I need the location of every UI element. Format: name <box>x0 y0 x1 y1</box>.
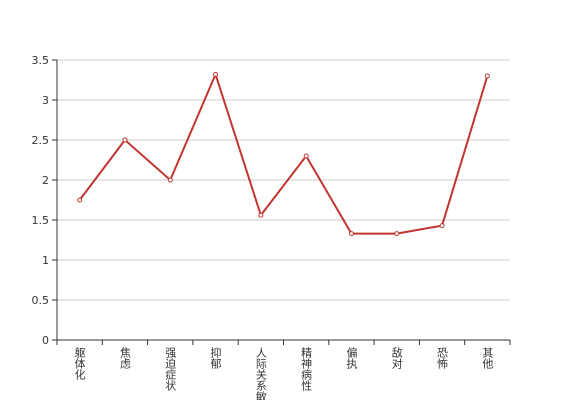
x-tick-label: 焦虑 <box>118 347 131 369</box>
x-tick-label: 抑郁 <box>209 346 222 369</box>
x-tick-label: 强迫症状 <box>164 347 177 391</box>
point <box>439 223 445 229</box>
y-tick-label: 3 <box>42 94 49 107</box>
point <box>348 231 354 237</box>
x-tick-label: 恐怖 <box>436 347 449 369</box>
point <box>167 177 173 183</box>
y-tick-label: 2.5 <box>32 134 50 147</box>
y-tick-label: 2 <box>42 174 49 187</box>
point <box>213 71 219 77</box>
x-tick-label: 人际关系敏感 <box>254 347 267 400</box>
x-tick-label: 躯体化 <box>73 347 86 381</box>
x-tick-label: 其他 <box>481 347 494 369</box>
y-tick-label: 0 <box>42 334 49 347</box>
point <box>484 73 490 79</box>
point <box>77 197 83 203</box>
x-tick-label: 敌对 <box>390 346 403 369</box>
point <box>303 153 309 159</box>
y-tick-label: 1.5 <box>32 214 50 227</box>
y-tick-label: 1 <box>42 254 49 267</box>
x-tick-label: 偏执 <box>345 346 358 370</box>
line <box>78 71 489 235</box>
point <box>258 212 264 218</box>
point <box>394 231 400 237</box>
y-tick-label: 3.5 <box>32 54 50 67</box>
x-tick-label: 精神病性 <box>300 347 313 392</box>
y-tick-label: 0.5 <box>32 294 50 307</box>
point <box>122 137 128 143</box>
